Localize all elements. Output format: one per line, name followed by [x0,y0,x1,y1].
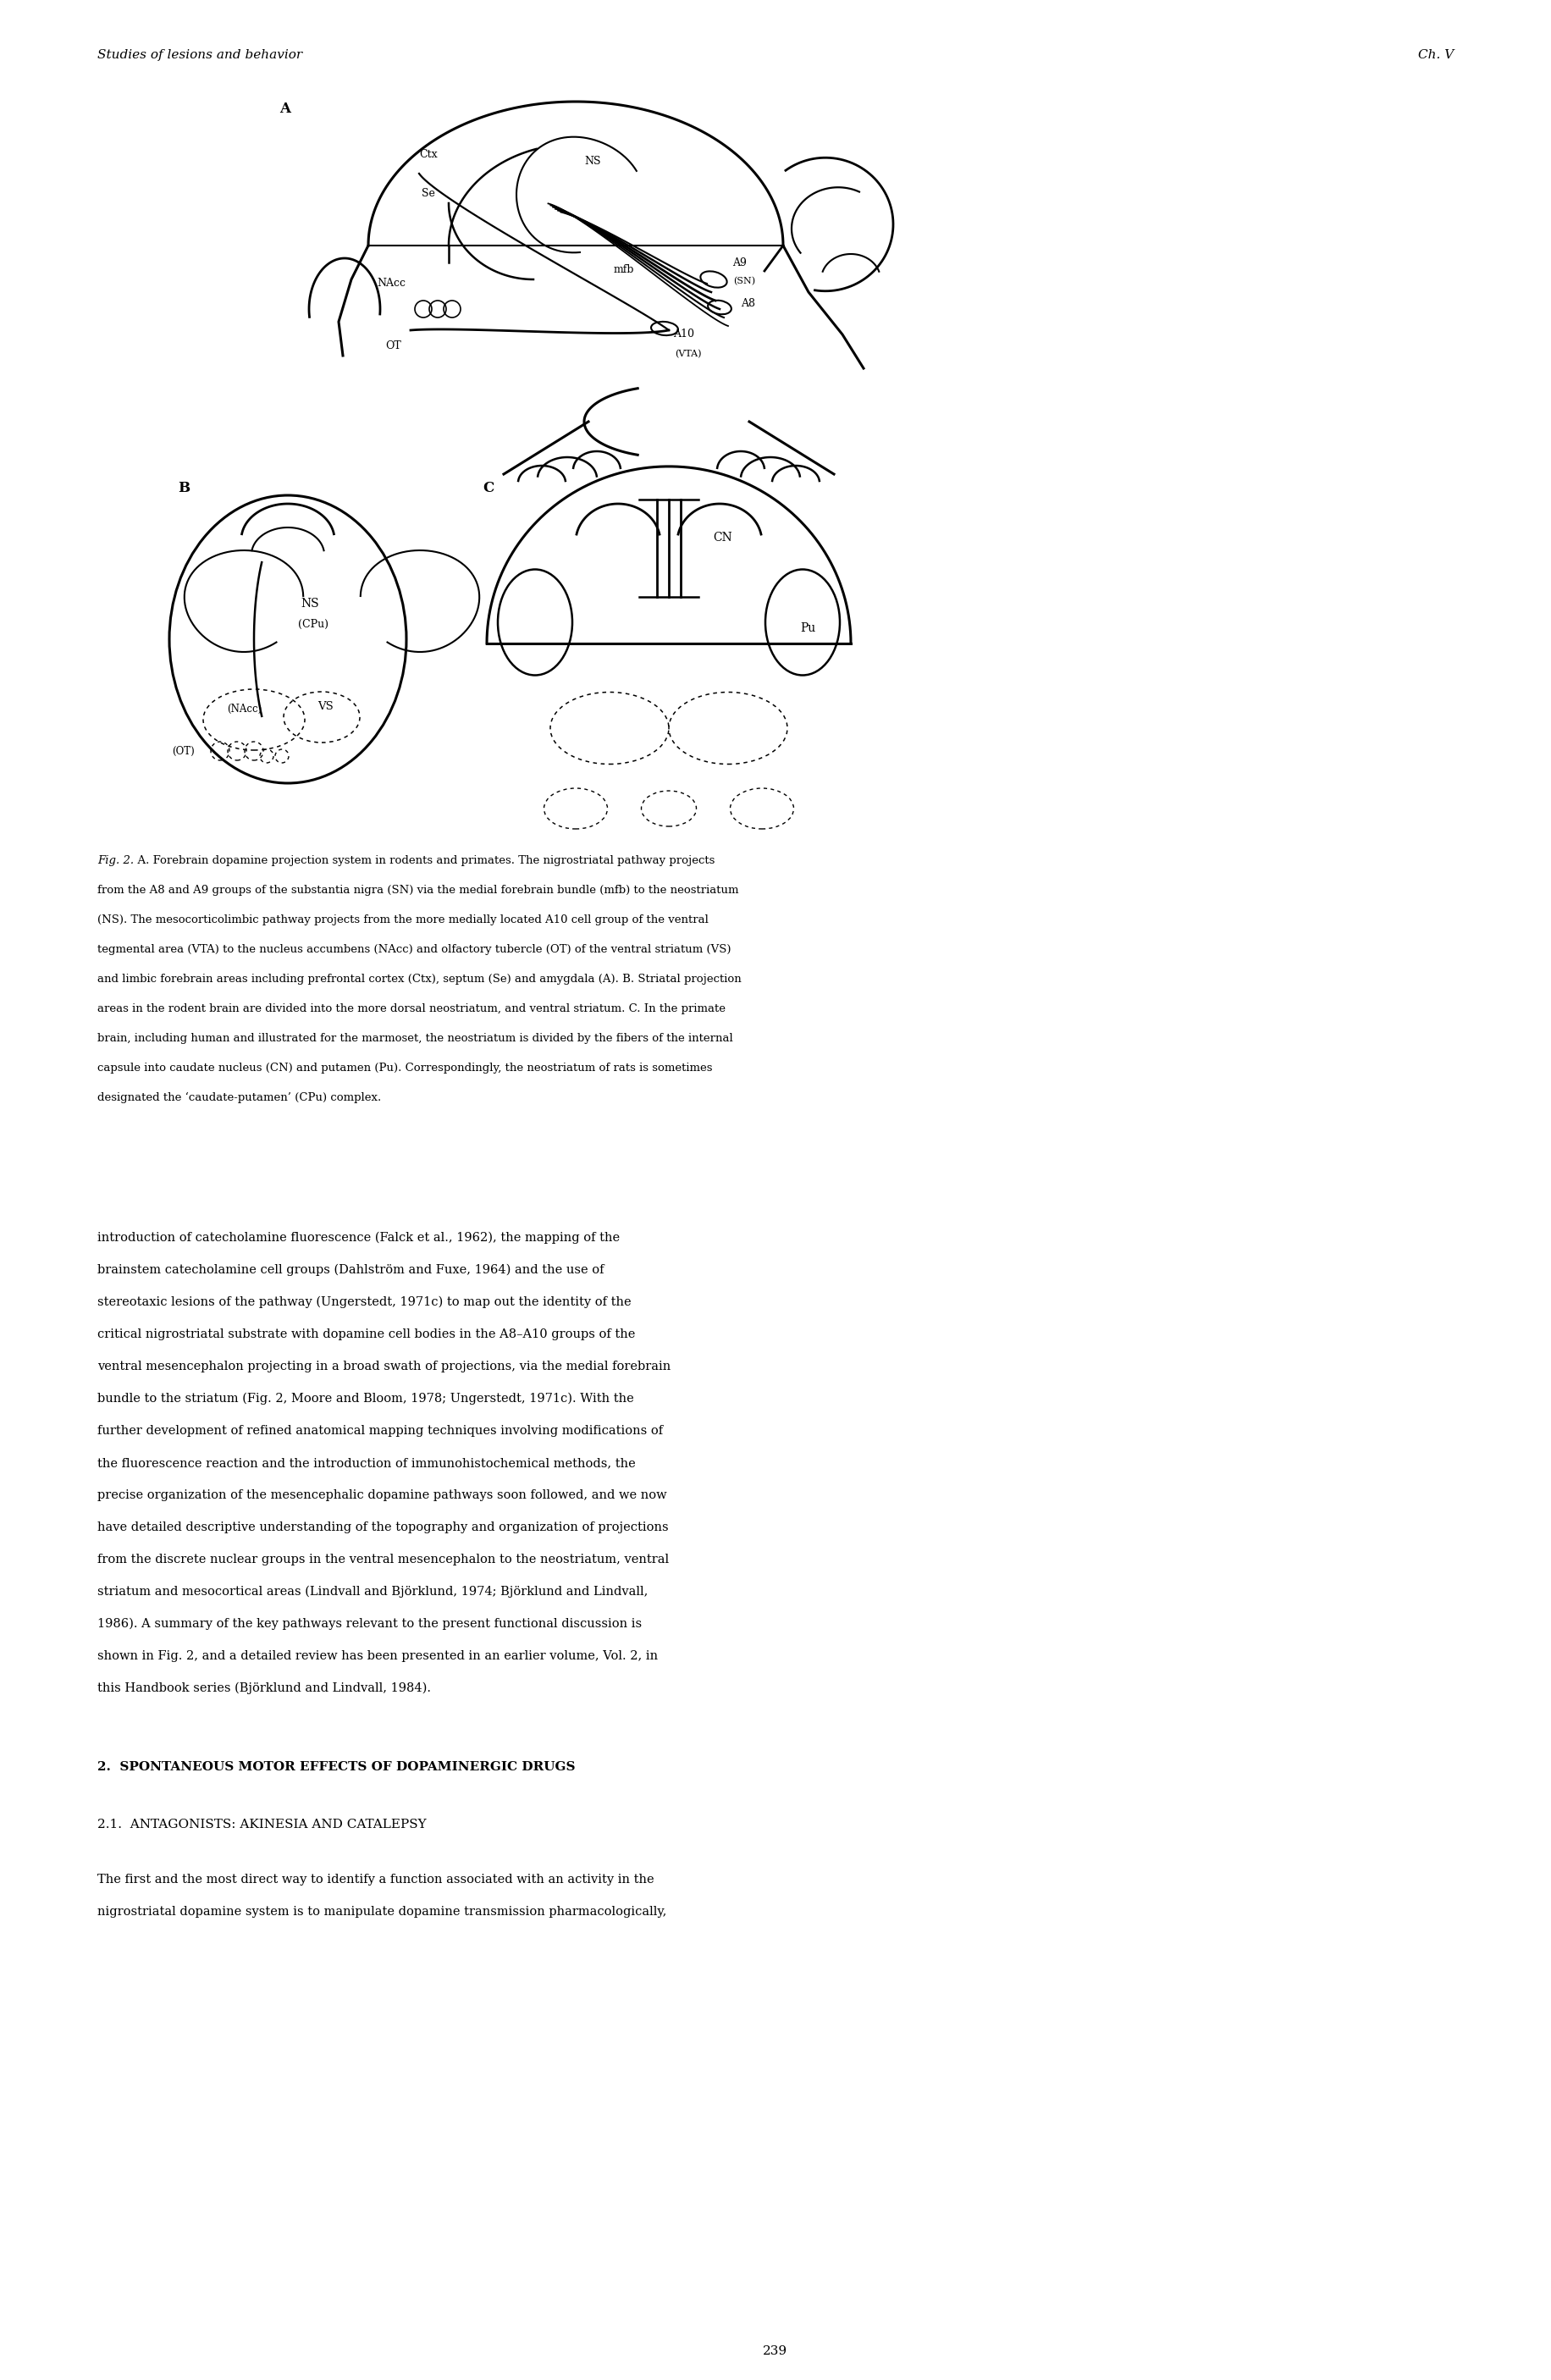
Text: (CPu): (CPu) [298,619,329,628]
Text: shown in Fig. 2, and a detailed review has been presented in an earlier volume, : shown in Fig. 2, and a detailed review h… [98,1649,658,1661]
Text: mfb: mfb [614,264,634,274]
Text: A. Forebrain dopamine projection system in rodents and primates. The nigrostriat: A. Forebrain dopamine projection system … [130,854,715,866]
Text: critical nigrostriatal substrate with dopamine cell bodies in the A8–A10 groups : critical nigrostriatal substrate with do… [98,1328,636,1340]
Text: 1986). A summary of the key pathways relevant to the present functional discussi: 1986). A summary of the key pathways rel… [98,1618,642,1630]
Text: NS: NS [585,155,600,167]
Text: from the A8 and A9 groups of the substantia nigra (SN) via the medial forebrain : from the A8 and A9 groups of the substan… [98,885,738,895]
Text: further development of refined anatomical mapping techniques involving modificat: further development of refined anatomica… [98,1426,662,1438]
Text: Pu: Pu [800,621,816,633]
Text: A10: A10 [673,328,695,340]
Text: NAcc: NAcc [377,278,405,288]
Text: stereotaxic lesions of the pathway (Ungerstedt, 1971c) to map out the identity o: stereotaxic lesions of the pathway (Unge… [98,1297,631,1309]
Text: The first and the most direct way to identify a function associated with an acti: The first and the most direct way to ide… [98,1873,655,1885]
Text: (OT): (OT) [172,745,195,757]
Text: the fluorescence reaction and the introduction of immunohistochemical methods, t: the fluorescence reaction and the introd… [98,1457,636,1468]
Text: striatum and mesocortical areas (Lindvall and Björklund, 1974; Björklund and Lin: striatum and mesocortical areas (Lindval… [98,1585,648,1597]
Text: nigrostriatal dopamine system is to manipulate dopamine transmission pharmacolog: nigrostriatal dopamine system is to mani… [98,1906,667,1918]
Text: brainstem catecholamine cell groups (Dahlström and Fuxe, 1964) and the use of: brainstem catecholamine cell groups (Dah… [98,1264,603,1276]
Text: A9: A9 [732,257,746,269]
Text: brain, including human and illustrated for the marmoset, the neostriatum is divi: brain, including human and illustrated f… [98,1033,734,1045]
Text: areas in the rodent brain are divided into the more dorsal neostriatum, and vent: areas in the rodent brain are divided in… [98,1004,726,1014]
Text: 2.1.  ANTAGONISTS: AKINESIA AND CATALEPSY: 2.1. ANTAGONISTS: AKINESIA AND CATALEPSY [98,1818,427,1830]
Text: Ch. V: Ch. V [1418,50,1453,62]
Text: (VTA): (VTA) [675,350,701,359]
Text: from the discrete nuclear groups in the ventral mesencephalon to the neostriatum: from the discrete nuclear groups in the … [98,1554,668,1566]
Text: introduction of catecholamine fluorescence (Falck et al., 1962), the mapping of : introduction of catecholamine fluorescen… [98,1233,620,1245]
Text: CN: CN [713,531,732,543]
Text: (NAcc): (NAcc) [226,702,262,714]
Text: NS: NS [301,597,320,609]
Text: 239: 239 [763,2344,788,2356]
Text: OT: OT [385,340,402,350]
Text: ventral mesencephalon projecting in a broad swath of projections, via the medial: ventral mesencephalon projecting in a br… [98,1361,670,1373]
Text: Se: Se [422,188,434,198]
Text: VS: VS [318,702,333,712]
Text: B: B [178,481,189,495]
Text: and limbic forebrain areas including prefrontal cortex (Ctx), septum (Se) and am: and limbic forebrain areas including pre… [98,973,741,985]
Text: designated the ‘caudate-putamen’ (CPu) complex.: designated the ‘caudate-putamen’ (CPu) c… [98,1092,382,1104]
Text: bundle to the striatum (Fig. 2, Moore and Bloom, 1978; Ungerstedt, 1971c). With : bundle to the striatum (Fig. 2, Moore an… [98,1392,634,1404]
Text: A: A [279,102,290,117]
Text: precise organization of the mesencephalic dopamine pathways soon followed, and w: precise organization of the mesencephali… [98,1490,667,1502]
Text: tegmental area (VTA) to the nucleus accumbens (NAcc) and olfactory tubercle (OT): tegmental area (VTA) to the nucleus accu… [98,945,731,954]
Text: 2.  SPONTANEOUS MOTOR EFFECTS OF DOPAMINERGIC DRUGS: 2. SPONTANEOUS MOTOR EFFECTS OF DOPAMINE… [98,1761,575,1773]
Text: (NS). The mesocorticolimbic pathway projects from the more medially located A10 : (NS). The mesocorticolimbic pathway proj… [98,914,709,926]
Text: Fig. 2.: Fig. 2. [98,854,133,866]
Text: (SN): (SN) [734,276,755,286]
Text: Ctx: Ctx [419,148,437,159]
Text: capsule into caudate nucleus (CN) and putamen (Pu). Correspondingly, the neostri: capsule into caudate nucleus (CN) and pu… [98,1061,712,1073]
Text: C: C [482,481,493,495]
Text: Studies of lesions and behavior: Studies of lesions and behavior [98,50,302,62]
Text: A8: A8 [741,298,755,309]
Text: have detailed descriptive understanding of the topography and organization of pr: have detailed descriptive understanding … [98,1521,668,1533]
Text: this Handbook series (Björklund and Lindvall, 1984).: this Handbook series (Björklund and Lind… [98,1683,431,1695]
